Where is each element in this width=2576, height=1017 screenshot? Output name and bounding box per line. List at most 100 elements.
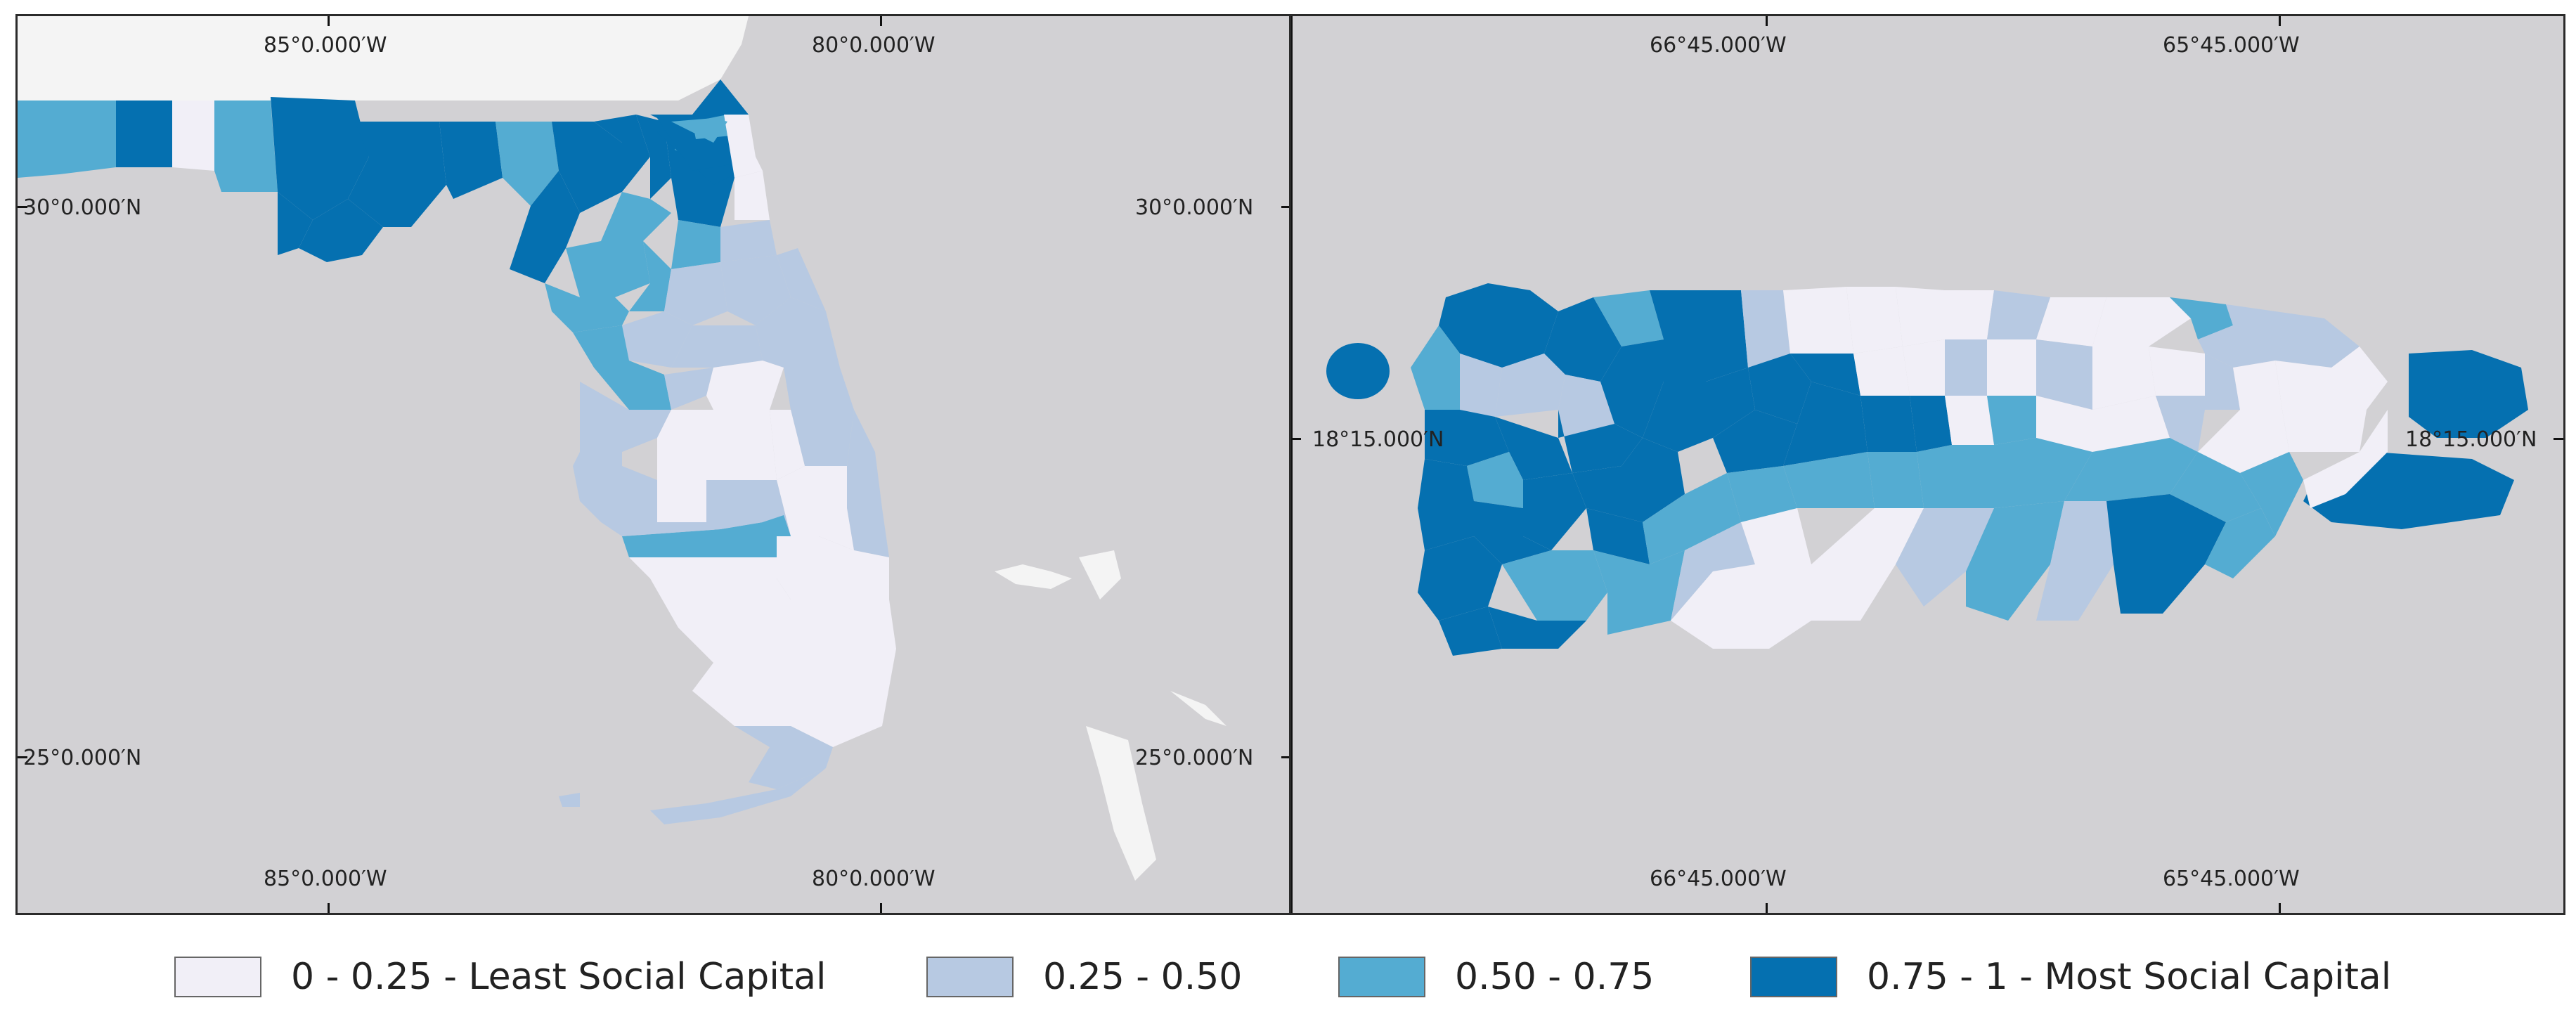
county <box>847 410 882 508</box>
county <box>271 97 369 220</box>
municipio <box>1868 452 1924 508</box>
municipio <box>1502 550 1607 621</box>
florida-map-panel[interactable]: 85°0.000′W 80°0.000′W 85°0.000′W 80°0.00… <box>15 14 1291 915</box>
municipio <box>2303 410 2388 508</box>
county <box>510 171 580 283</box>
legend-label: 0.50 - 0.75 <box>1455 956 1655 998</box>
municipio <box>1572 438 1685 522</box>
county <box>756 297 840 368</box>
county <box>664 368 713 410</box>
neighbor-states-land <box>18 16 749 101</box>
municipio <box>2233 361 2282 410</box>
municipio <box>1418 459 1474 550</box>
county <box>439 122 503 199</box>
county <box>622 515 791 557</box>
county <box>671 220 720 269</box>
county <box>629 241 671 311</box>
tick-mark <box>1281 756 1291 758</box>
municipio <box>1495 354 1565 417</box>
lon-label: 66°45.000′W <box>1650 33 1787 58</box>
county <box>692 663 791 726</box>
municipio <box>1488 607 1586 649</box>
tick-mark <box>328 903 330 913</box>
lat-label: 30°0.000′N <box>23 195 142 220</box>
county <box>278 192 313 255</box>
county <box>777 248 826 311</box>
municipio <box>1917 445 1994 508</box>
county <box>116 101 172 167</box>
county <box>734 171 770 220</box>
tick-mark <box>880 903 882 913</box>
legend-swatch <box>926 957 1014 997</box>
county <box>791 600 896 747</box>
county <box>299 199 383 262</box>
municipio <box>1987 396 2036 445</box>
county <box>847 508 889 557</box>
municipio <box>2106 494 2226 564</box>
municipio <box>1600 339 1664 438</box>
county <box>622 311 692 368</box>
municipio <box>1945 290 1994 339</box>
municipio <box>1495 417 1572 480</box>
legend-swatch <box>174 957 261 997</box>
county <box>657 410 777 480</box>
municipio <box>1558 410 1643 473</box>
municipio <box>1411 325 1460 410</box>
lon-label: 66°45.000′W <box>1650 867 1787 891</box>
municipio <box>2036 297 2106 346</box>
municipio <box>1945 396 1994 445</box>
municipio <box>1748 354 1811 424</box>
municipio <box>2331 346 2388 410</box>
county <box>172 101 214 171</box>
municipio <box>1593 290 1664 346</box>
county <box>671 325 763 368</box>
tick-mark <box>2279 16 2281 26</box>
county <box>601 522 763 536</box>
tick-mark <box>1766 903 1768 913</box>
lon-label: 65°45.000′W <box>2163 867 2300 891</box>
legend-label: 0.25 - 0.50 <box>1043 956 1243 998</box>
municipio <box>2156 396 2205 452</box>
tick-mark <box>2554 438 2563 440</box>
florida-map <box>18 16 1226 881</box>
legend-swatch <box>1338 957 1425 997</box>
municipio <box>1846 287 1903 354</box>
municipio <box>1643 368 1755 452</box>
municipio <box>1783 287 1853 354</box>
municipio <box>2092 346 2156 410</box>
legend-item-mid-high: 0.50 - 0.75 <box>1338 956 1654 998</box>
municipio <box>1741 508 1811 564</box>
county <box>601 192 671 241</box>
county <box>18 101 60 178</box>
puerto-rico-map <box>1326 283 2528 656</box>
lon-label: 80°0.000′W <box>812 867 936 891</box>
county <box>348 122 446 227</box>
county <box>594 115 650 192</box>
municipio <box>1896 508 1994 607</box>
municipio <box>1643 473 1741 564</box>
tick-mark <box>328 16 330 26</box>
county <box>720 220 777 262</box>
municipio <box>2149 346 2205 396</box>
county <box>214 101 278 192</box>
municipio <box>2036 339 2092 410</box>
lon-label: 80°0.000′W <box>812 33 936 58</box>
tick-mark <box>1291 438 1301 440</box>
municipio <box>1586 508 1650 564</box>
puerto-rico-map-panel[interactable]: 66°45.000′W 65°45.000′W 66°45.000′W 65°4… <box>1289 14 2565 915</box>
municipio <box>2275 311 2360 368</box>
municipio <box>1903 339 1945 396</box>
county <box>559 793 580 807</box>
lat-label: 25°0.000′N <box>1135 746 1254 770</box>
map-legend: 0 - 0.25 - Least Social Capital 0.25 - 0… <box>0 956 2576 1005</box>
municipio <box>2036 501 2114 621</box>
municipio <box>1727 466 1797 522</box>
bahamas-island <box>995 564 1072 589</box>
municipio <box>1860 396 1917 452</box>
tick-mark <box>18 206 27 208</box>
lon-label: 85°0.000′W <box>264 33 387 58</box>
municipio <box>1790 354 1860 396</box>
municipio <box>1593 550 1685 635</box>
municipio <box>2198 304 2275 368</box>
municipio <box>2205 354 2240 410</box>
